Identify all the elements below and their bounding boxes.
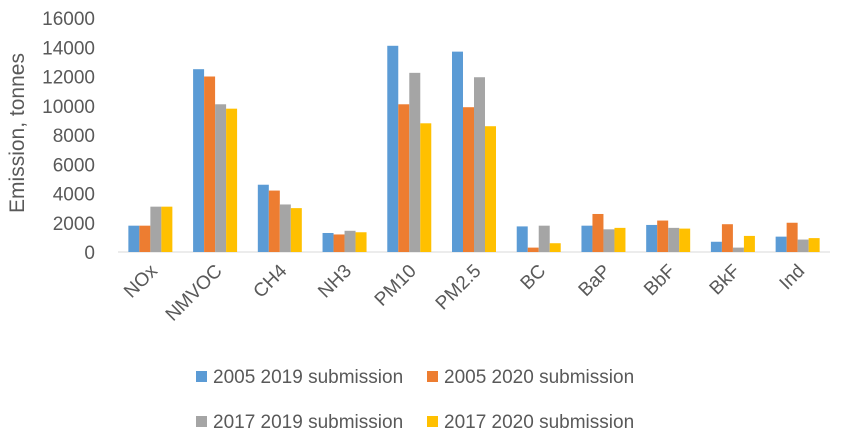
bar-pm10-series-3: [409, 72, 421, 252]
bar-pm10-series-4: [420, 123, 432, 252]
x-tick-label: PM10: [371, 261, 421, 311]
bar-bbf-series-1: [646, 224, 658, 252]
bar-pm25-series-4: [485, 126, 496, 252]
bar-bc-series-2: [527, 247, 539, 252]
bar-ch4-series-2: [268, 190, 280, 252]
bar-nox-series-2: [139, 225, 151, 252]
bar-bap-series-1: [581, 225, 593, 252]
legend-swatch: [196, 416, 207, 427]
bar-nox-series-4: [161, 206, 173, 252]
y-tick-label: 6000: [53, 155, 95, 176]
x-tick-label: PM2.5: [432, 261, 486, 315]
x-tick-label: NOx: [120, 260, 162, 302]
x-tick-label: CH4: [250, 260, 292, 302]
legend: 2005 2019 submission 2005 2020 submission…: [196, 367, 634, 433]
bar-ind-series-4: [808, 238, 820, 252]
legend-swatch: [196, 371, 207, 382]
y-tick-label: 12000: [42, 68, 95, 89]
legend-label: 2017 2019 submission: [213, 412, 403, 433]
bar-bap-series-3: [603, 229, 615, 252]
bar-ch4-series-1: [257, 184, 269, 252]
bar-bkf-series-4: [743, 235, 755, 252]
x-axis-ticks: NOx NMVOC CH4 NH3 PM10 PM2.5 BC BaP BbF BkF Ind: [120, 260, 809, 325]
bar-ind-series-2: [786, 222, 798, 252]
bar-nh3-series-3: [344, 230, 356, 252]
x-tick-label: NH3: [314, 261, 356, 303]
bar-nh3-series-1: [322, 232, 334, 252]
legend-label: 2005 2019 submission: [213, 367, 403, 388]
bar-nmvoc-series-3: [215, 104, 227, 252]
y-tick-label: 4000: [53, 185, 95, 206]
bar-bbf-series-3: [668, 227, 680, 252]
bar-bc-series-3: [538, 225, 550, 252]
bar-ch4-series-4: [290, 208, 302, 252]
x-tick-label: BaP: [575, 261, 615, 301]
bar-bap-series-2: [592, 213, 604, 252]
bar-bap-series-4: [614, 227, 626, 252]
y-tick-label: 10000: [42, 97, 95, 118]
bar-bbf-series-4: [679, 228, 691, 252]
legend-label: 2017 2020 submission: [444, 412, 634, 433]
y-tick-label: 14000: [42, 38, 95, 59]
x-tick-label: NMVOC: [162, 261, 227, 326]
bar-ind-series-1: [775, 236, 787, 252]
bar-pm10-series-2: [398, 104, 410, 252]
y-tick-label: 2000: [53, 214, 95, 235]
bar-nox-series-1: [128, 225, 140, 252]
bar-bbf-series-2: [657, 220, 669, 252]
bar-bkf-series-3: [732, 247, 744, 252]
bar-bc-series-4: [549, 243, 561, 252]
y-tick-label: 0: [84, 243, 95, 264]
bar-nh3-series-4: [355, 232, 367, 252]
x-tick-label: BbF: [640, 261, 679, 300]
y-tick-label: 8000: [53, 126, 95, 147]
x-tick-label: BkF: [706, 261, 745, 300]
bar-nmvoc-series-2: [204, 76, 216, 252]
bar-ind-series-3: [797, 239, 809, 252]
bar-pm25-series-2: [463, 107, 474, 253]
bar-nmvoc-series-4: [226, 108, 238, 252]
y-axis-ticks: 0 2000 4000 6000 8000 10000 12000 14000 16000: [42, 9, 95, 264]
x-tick-label: BC: [517, 261, 551, 295]
bar-bkf-series-1: [710, 241, 722, 252]
bar-nox-series-3: [150, 206, 162, 252]
y-axis-title: Emission, tonnes: [6, 53, 29, 213]
bar-bkf-series-2: [721, 224, 733, 252]
bar-pm25-series-1: [452, 51, 463, 253]
bar-ch4-series-3: [279, 204, 291, 252]
bar-nh3-series-2: [333, 234, 345, 252]
y-tick-label: 16000: [42, 9, 95, 30]
legend-label: 2005 2020 submission: [444, 367, 634, 388]
bar-nmvoc-series-1: [193, 69, 205, 252]
legend-swatch: [427, 371, 438, 382]
bars: [128, 45, 820, 253]
legend-swatch: [427, 416, 438, 427]
bar-bc-series-1: [516, 226, 528, 252]
bar-pm10-series-1: [387, 45, 399, 252]
bar-pm25-series-3: [474, 77, 485, 252]
x-tick-label: Ind: [776, 261, 810, 295]
